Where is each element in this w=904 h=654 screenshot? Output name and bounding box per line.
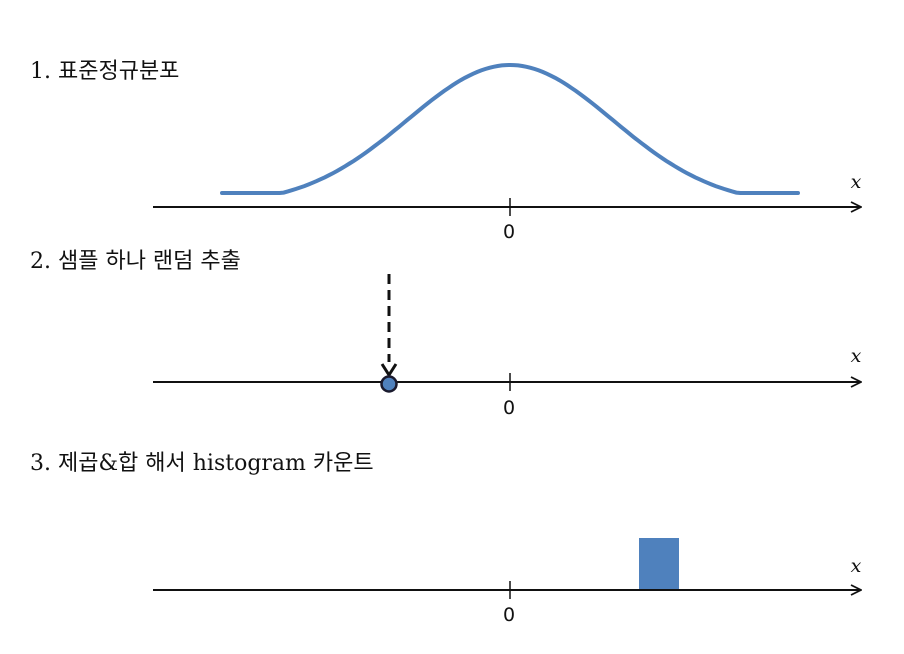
step-3-zero-label: 0: [503, 604, 515, 626]
step-1-title: 1. 표준정규분포: [30, 59, 179, 84]
step-1-panel: 1. 표준정규분포 0 x: [30, 59, 862, 243]
normal-density-curve: [220, 62, 800, 195]
sample-point-marker: [380, 375, 398, 393]
step-3-axis-label: x: [851, 555, 862, 577]
step-2-panel: 2. 샘플 하나 랜덤 추출 0 x: [30, 249, 862, 419]
step-1-zero-label: 0: [503, 221, 515, 243]
step-2-title: 2. 샘플 하나 랜덤 추출: [30, 249, 241, 274]
step-3-panel: 3. 제곱&합 해서 histogram 카운트 0 x: [30, 451, 862, 626]
step-2-zero-label: 0: [503, 397, 515, 419]
step-2-axis-label: x: [851, 345, 862, 367]
step-1-axis-label: x: [851, 171, 862, 193]
sample-drop-arrow-head: [380, 363, 398, 378]
histogram-bar: [639, 538, 679, 590]
step-3-title: 3. 제곱&합 해서 histogram 카운트: [30, 451, 374, 476]
